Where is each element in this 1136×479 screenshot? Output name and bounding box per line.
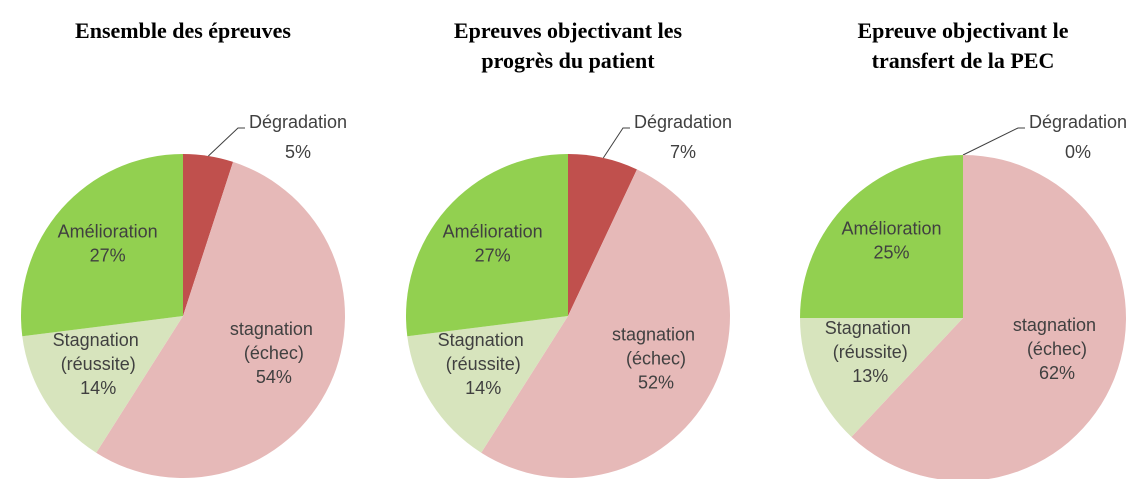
pie-slice [183, 154, 234, 316]
slice-value-label: 27% [475, 246, 511, 266]
pie-slice [799, 318, 963, 437]
pie-slice [568, 154, 637, 316]
slice-label: stagnation (échec) [612, 324, 700, 368]
slice-label: Amélioration [443, 222, 543, 242]
slice-value-label: 14% [80, 378, 116, 398]
slice-label: Amélioration [842, 219, 942, 239]
slice-value-label: 27% [90, 246, 126, 266]
slice-value-label: 25% [874, 243, 910, 263]
leader-line [962, 127, 1025, 156]
slice-value-label: 7% [670, 142, 696, 162]
pie-slice [481, 169, 730, 478]
chart-title: Epreuve objectivant le [857, 18, 1068, 43]
slice-label: Dégradation [1029, 112, 1127, 132]
pie-slice [96, 161, 345, 479]
chart-title: Ensemble des épreuves [75, 18, 291, 43]
slice-label: Amélioration [58, 222, 158, 242]
pie-slice [20, 154, 183, 337]
pie-slice [22, 316, 183, 453]
slice-label: Stagnation (réussite) [438, 330, 529, 374]
pie-slice [800, 155, 963, 318]
pie-slice [851, 155, 1126, 479]
slice-value-label: 52% [638, 372, 674, 392]
slice-label: stagnation (échec) [230, 319, 318, 363]
slice-value-label: 54% [256, 367, 292, 387]
leader-line [602, 127, 630, 159]
chart-title: Epreuves objectivant les [454, 18, 683, 43]
chart-title: transfert de la PEC [872, 48, 1055, 73]
slice-value-label: 0% [1065, 142, 1091, 162]
slice-label: Dégradation [249, 112, 347, 132]
pie-slice [406, 154, 568, 337]
slice-value-label: 14% [465, 378, 501, 398]
leader-line [207, 127, 245, 157]
slice-value-label: 13% [852, 366, 888, 386]
chart-title: progrès du patient [481, 48, 655, 73]
pie-slice [407, 316, 568, 453]
slice-label: Dégradation [634, 112, 732, 132]
slice-label: stagnation (échec) [1013, 315, 1101, 359]
slice-value-label: 62% [1039, 363, 1075, 383]
slice-value-label: 5% [285, 142, 311, 162]
slice-label: Stagnation (réussite) [825, 318, 916, 362]
slice-label: Stagnation (réussite) [53, 330, 144, 374]
